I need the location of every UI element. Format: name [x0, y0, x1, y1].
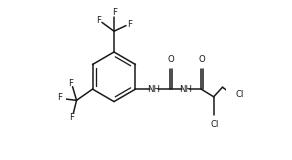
Text: NH: NH: [179, 85, 192, 94]
Text: F: F: [96, 16, 101, 25]
Text: O: O: [167, 55, 174, 64]
Text: F: F: [69, 113, 74, 122]
Text: Cl: Cl: [236, 90, 244, 99]
Text: F: F: [68, 79, 74, 88]
Text: F: F: [127, 20, 132, 29]
Text: F: F: [57, 93, 62, 102]
Text: NH: NH: [147, 85, 161, 94]
Text: Cl: Cl: [210, 120, 219, 129]
Text: O: O: [199, 55, 205, 64]
Text: F: F: [112, 8, 117, 17]
